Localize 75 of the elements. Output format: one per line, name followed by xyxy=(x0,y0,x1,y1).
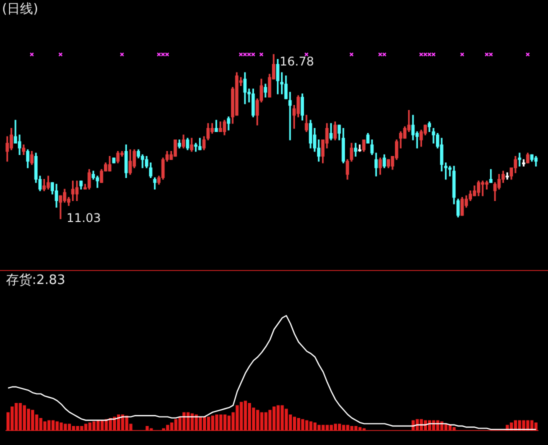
bar xyxy=(284,408,288,431)
annotation: 11.03 xyxy=(66,210,101,225)
bar xyxy=(268,410,272,431)
bar xyxy=(92,421,96,431)
bar xyxy=(60,422,63,431)
bar xyxy=(272,406,276,431)
bar xyxy=(39,418,42,431)
bar xyxy=(80,426,84,431)
bar xyxy=(342,424,346,431)
bar xyxy=(166,424,170,431)
bar xyxy=(297,418,300,431)
bar xyxy=(198,416,202,431)
bar xyxy=(358,427,362,431)
bar xyxy=(174,419,178,431)
bar xyxy=(322,424,325,431)
bar xyxy=(354,426,358,431)
bar xyxy=(170,422,174,431)
bar xyxy=(219,414,222,431)
bar xyxy=(215,414,218,431)
bar xyxy=(43,421,46,431)
candlestick xyxy=(518,152,522,166)
bar xyxy=(244,400,247,431)
bar xyxy=(68,424,71,431)
bar xyxy=(207,416,210,431)
bar xyxy=(146,426,149,431)
bar xyxy=(276,405,280,431)
bar xyxy=(260,412,264,431)
bar xyxy=(211,416,214,431)
bar xyxy=(326,424,329,431)
bar xyxy=(248,403,252,431)
bar xyxy=(534,422,538,431)
bar xyxy=(334,424,337,431)
chart-title: 存货:2.83 xyxy=(6,273,66,288)
bar xyxy=(64,424,67,431)
bar xyxy=(52,420,55,431)
bar xyxy=(227,416,231,431)
bar xyxy=(96,420,100,431)
bar xyxy=(330,424,333,431)
bar xyxy=(14,403,18,431)
bar xyxy=(76,426,80,431)
chart-title: (日线) xyxy=(2,2,38,18)
bar xyxy=(318,424,321,431)
bar xyxy=(100,420,104,431)
bar xyxy=(202,416,206,431)
bar xyxy=(416,419,419,431)
bar xyxy=(346,424,350,431)
bar xyxy=(264,412,268,431)
bar xyxy=(236,405,239,431)
bar xyxy=(26,408,30,431)
bar xyxy=(186,412,190,431)
bar xyxy=(256,410,260,431)
bar xyxy=(240,402,243,431)
bar xyxy=(452,427,456,431)
bar xyxy=(84,424,88,431)
bar xyxy=(56,421,59,431)
bar xyxy=(150,428,153,431)
bar xyxy=(338,424,342,431)
bar xyxy=(280,405,284,431)
bar xyxy=(18,403,22,431)
bar xyxy=(223,414,226,431)
bar xyxy=(31,410,34,431)
annotation: 16.78 xyxy=(280,54,314,69)
bar xyxy=(305,420,308,431)
bar xyxy=(526,420,530,431)
bar xyxy=(88,422,92,431)
bar xyxy=(313,422,317,431)
bar xyxy=(350,426,354,431)
bar xyxy=(182,412,186,431)
bar xyxy=(309,421,312,431)
bar xyxy=(10,406,14,431)
bar xyxy=(301,419,304,431)
bar xyxy=(22,405,26,431)
bar xyxy=(47,420,51,431)
bar xyxy=(292,416,296,431)
bar xyxy=(72,426,76,431)
